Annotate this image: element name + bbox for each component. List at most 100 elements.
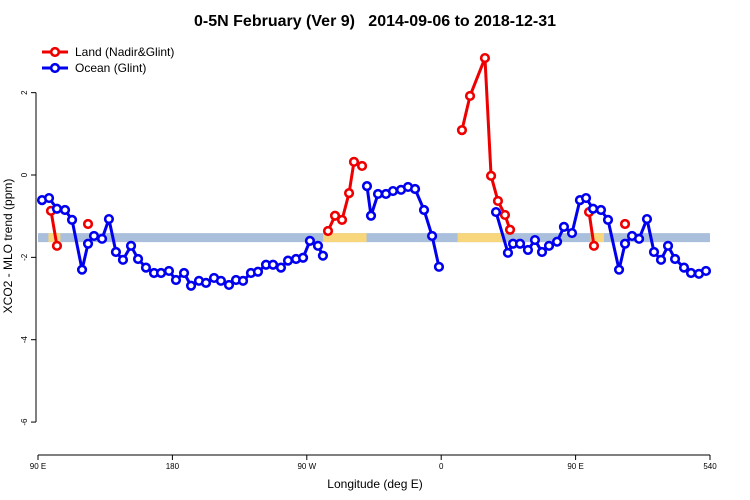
data-point: [82, 218, 94, 230]
data-point: [551, 236, 563, 247]
x-tick-label: 90 E: [30, 462, 46, 471]
data-point: [348, 156, 360, 167]
data-point: [456, 125, 468, 136]
data-point: [200, 277, 212, 288]
data-point: [529, 234, 541, 246]
data-point: [237, 275, 249, 286]
data-point: [103, 213, 115, 225]
legend-label: Land (Nadir&Glint): [75, 45, 174, 59]
data-point: [490, 206, 502, 218]
data-point: [587, 203, 599, 214]
data-point: [88, 230, 100, 242]
data-point: [426, 230, 438, 242]
legend-marker: [49, 46, 61, 58]
y-tick-label: -4: [20, 336, 29, 344]
data-point: [297, 252, 309, 263]
data-point: [356, 160, 368, 172]
data-point: [514, 238, 526, 249]
data-point: [185, 280, 197, 291]
data-point: [140, 262, 152, 273]
x-tick-label: 540: [703, 462, 717, 471]
data-point: [536, 246, 548, 258]
data-point: [365, 210, 377, 221]
data-point: [613, 264, 625, 275]
data-point: [433, 261, 445, 272]
legend-marker: [49, 62, 61, 74]
data-point: [504, 224, 516, 235]
data-point: [170, 274, 182, 286]
data-point: [117, 254, 129, 265]
data-point: [51, 203, 63, 214]
data-point: [678, 262, 690, 273]
data-point: [252, 266, 264, 277]
data-point: [418, 204, 430, 216]
data-point: [282, 255, 294, 266]
data-point: [580, 192, 592, 204]
data-point: [522, 244, 534, 256]
data-point: [655, 254, 667, 265]
data-point: [387, 185, 399, 197]
data-point: [59, 204, 71, 216]
data-point: [648, 246, 660, 258]
data-point: [641, 213, 653, 225]
data-point: [110, 246, 122, 258]
data-point: [633, 233, 645, 244]
data-point: [223, 279, 235, 291]
data-point: [76, 264, 88, 275]
data-point: [595, 204, 607, 216]
data-point: [499, 209, 511, 221]
data-point: [312, 240, 324, 251]
x-tick-label: 90 W: [297, 462, 316, 471]
data-point: [619, 238, 631, 249]
y-tick-label: -6: [20, 418, 29, 426]
legend-label: Ocean (Glint): [75, 61, 146, 75]
data-point: [322, 225, 334, 237]
data-point: [543, 240, 555, 251]
data-point: [132, 253, 144, 265]
y-tick-label: -2: [20, 253, 29, 261]
data-point: [343, 188, 355, 199]
data-point: [492, 195, 504, 207]
data-point: [479, 52, 491, 64]
data-point: [669, 253, 681, 265]
data-point: [588, 240, 600, 251]
data-point: [502, 247, 514, 258]
data-point: [155, 267, 167, 279]
chart-title: 0-5N February (Ver 9) 2014-09-06 to 2018…: [194, 13, 556, 30]
data-point: [43, 192, 55, 204]
data-point: [163, 265, 175, 277]
data-point: [361, 181, 373, 192]
data-point: [66, 214, 78, 225]
data-point: [566, 227, 578, 239]
data-point: [267, 259, 279, 270]
x-tick-label: 90 E: [567, 462, 583, 471]
data-point: [96, 233, 108, 244]
y-tick-label: 2: [20, 90, 29, 95]
data-point: [82, 238, 94, 249]
data-point: [304, 235, 316, 246]
data-point: [336, 214, 348, 225]
data-point: [317, 250, 329, 261]
y-tick-label: 0: [20, 172, 29, 177]
data-point: [485, 170, 497, 181]
data-point: [700, 265, 712, 277]
x-tick-label: 0: [439, 462, 444, 471]
data-point: [51, 240, 63, 251]
data-point: [619, 218, 631, 230]
data-point: [409, 183, 421, 195]
data-point: [125, 240, 137, 251]
data-point: [558, 221, 570, 232]
data-point: [372, 188, 384, 200]
data-point: [685, 267, 697, 279]
data-point: [178, 267, 190, 279]
x-tick-label: 180: [166, 462, 180, 471]
x-axis-label: Longitude (deg E): [327, 477, 422, 491]
data-point: [215, 275, 227, 286]
data-point: [662, 240, 674, 251]
data-point: [464, 90, 476, 102]
y-axis-label: XCO2 - MLO trend (ppm): [1, 179, 15, 314]
data-point: [329, 210, 341, 221]
data-point: [275, 262, 287, 273]
data-point: [602, 214, 614, 225]
